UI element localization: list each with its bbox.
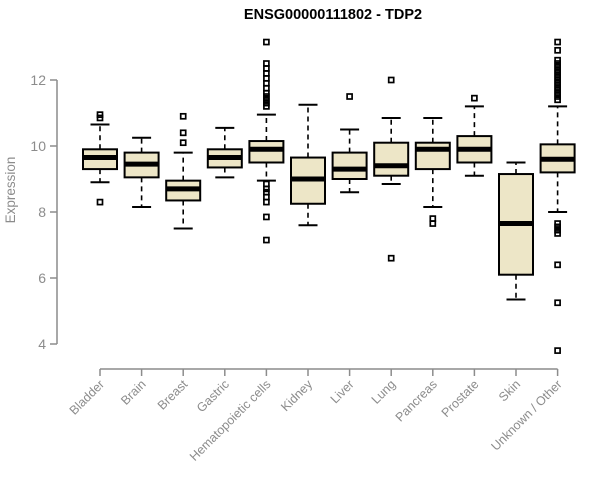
outlier-point [554, 96, 561, 104]
x-tick-label-kidney: Kidney [278, 377, 315, 414]
x-tick-label-liver: Liver [328, 377, 357, 406]
y-tick-label: 10 [30, 138, 46, 154]
y-tick-label: 4 [38, 336, 46, 352]
x-tick-label-brain: Brain [118, 377, 149, 408]
box-liver [331, 151, 368, 181]
y-tick-label: 12 [30, 72, 46, 88]
outlier-point [387, 76, 395, 84]
outlier-point [263, 103, 270, 110]
x-tick-label-prostate: Prostate [439, 377, 482, 420]
outlier-point [263, 236, 270, 244]
outlier-point [179, 139, 187, 147]
outlier-point [554, 299, 561, 307]
outlier-point [263, 213, 270, 221]
outlier-point [179, 112, 187, 120]
outlier-point [179, 129, 187, 137]
outlier-point [346, 93, 353, 100]
y-axis-label: Expression [3, 157, 18, 224]
x-tick-label-unknown-other: Unknown / Other [488, 377, 564, 453]
outlier-point [263, 38, 270, 46]
outlier-point [554, 261, 561, 269]
x-tick-label-skin: Skin [496, 377, 523, 404]
outlier-point [263, 198, 270, 206]
outlier-point [471, 94, 478, 102]
outlier-point [429, 220, 437, 227]
y-tick-label: 6 [38, 270, 46, 286]
y-tick-label: 8 [38, 204, 46, 220]
outlier-point [554, 46, 561, 54]
box-pancreas [414, 141, 451, 171]
x-tick-label-gastric: Gastric [194, 377, 232, 415]
box-lung [373, 141, 410, 177]
x-tick-label-hematopoietic-cells: Hematopoietic cells [187, 377, 274, 464]
outlier-point [554, 230, 561, 237]
chart-title: ENSG00000111802 - TDP2 [244, 7, 422, 23]
outlier-point [96, 198, 104, 206]
outlier-point [96, 114, 104, 122]
outlier-point [554, 347, 561, 354]
outlier-point [554, 38, 561, 46]
outlier-point [387, 254, 395, 262]
x-tick-label-pancreas: Pancreas [393, 377, 440, 424]
x-tick-label-lung: Lung [369, 377, 399, 407]
x-tick-label-breast: Breast [155, 377, 191, 413]
x-tick-label-bladder: Bladder [67, 377, 107, 417]
